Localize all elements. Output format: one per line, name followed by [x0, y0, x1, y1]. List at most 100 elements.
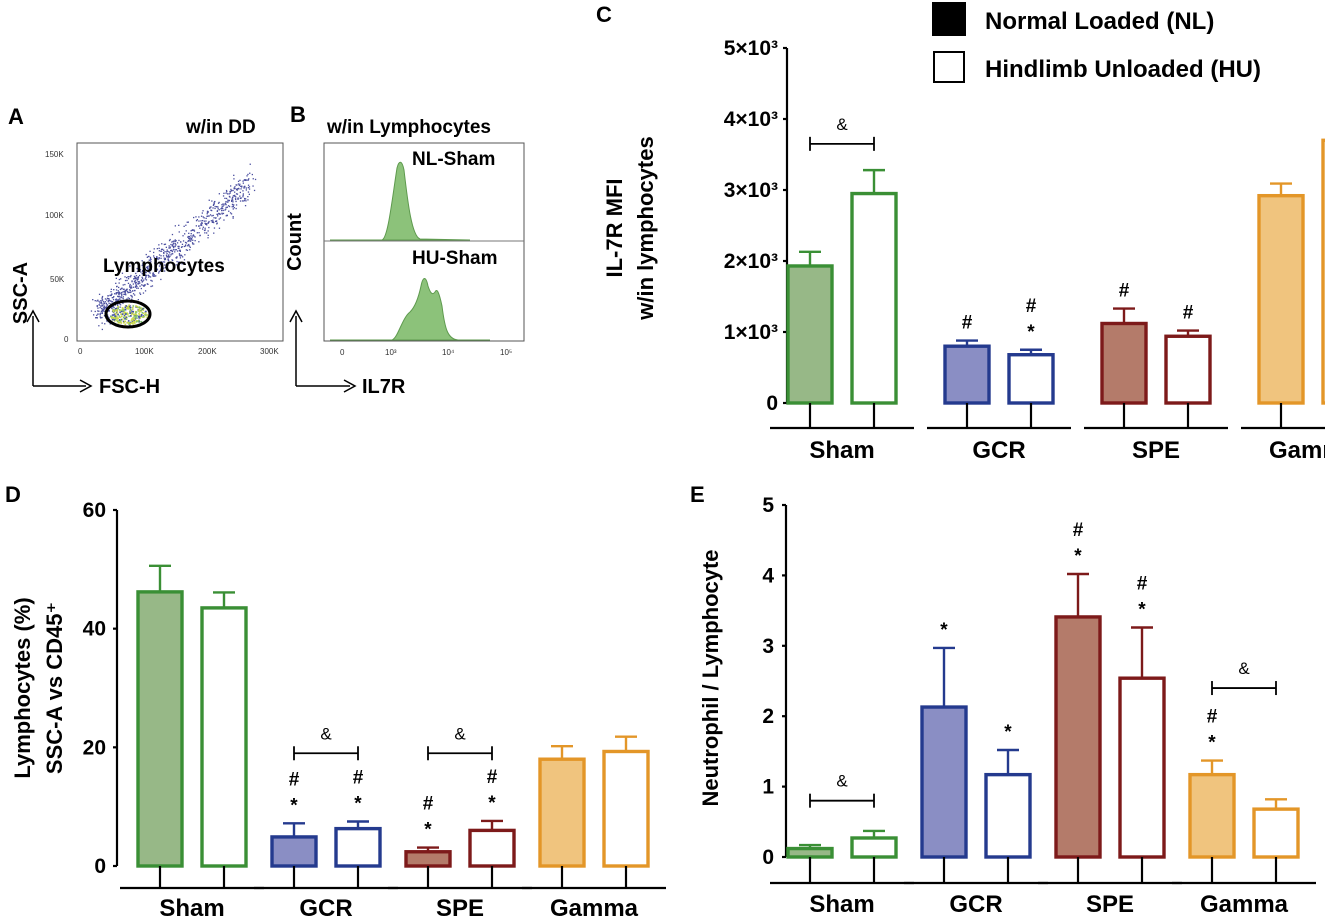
- scatter-dot-gated: [138, 315, 140, 318]
- scatter-dot: [141, 277, 144, 280]
- scatter-dot: [162, 255, 165, 257]
- scatter-dot: [149, 265, 152, 267]
- y-tick-label: 2: [762, 705, 774, 728]
- scatter-dot: [192, 239, 194, 241]
- scatter-dot: [163, 259, 166, 261]
- scatter-dot: [139, 274, 141, 277]
- scatter-dot: [166, 251, 168, 253]
- scatter-dot: [112, 306, 114, 308]
- group-label-gcr: GCR: [972, 437, 1025, 464]
- scatter-dot: [233, 207, 235, 209]
- panel-a-plot-frame: [76, 142, 284, 342]
- scatter-dot: [224, 197, 226, 199]
- scatter-dot: [244, 179, 246, 181]
- scatter-dot: [101, 304, 103, 306]
- scatter-dot-gated: [135, 306, 137, 308]
- scatter-dot: [206, 224, 208, 226]
- scatter-dot: [108, 298, 110, 300]
- scatter-dot: [159, 269, 161, 272]
- scatter-dot: [133, 275, 136, 278]
- scatter-dot: [122, 291, 124, 293]
- scatter-dot-gated: [141, 312, 144, 314]
- scatter-dot: [173, 242, 175, 244]
- scatter-dot: [223, 204, 225, 206]
- significance-mark: *: [1208, 733, 1216, 754]
- scatter-dot: [167, 259, 170, 262]
- scatter-dot: [216, 220, 218, 222]
- scatter-dot: [241, 200, 244, 202]
- scatter-dot: [225, 206, 227, 209]
- bracket-symbol: &: [836, 772, 848, 791]
- scatter-dot-gated: [118, 321, 121, 324]
- scatter-dot-gated: [127, 322, 129, 324]
- scatter-dot: [163, 261, 166, 263]
- scatter-dot-gated: [134, 313, 136, 316]
- scatter-dot: [182, 256, 184, 258]
- scatter-dot: [140, 271, 142, 273]
- y-tick-label: 3×10³: [724, 179, 778, 202]
- scatter-dot: [215, 220, 217, 222]
- scatter-dot-gated: [130, 322, 133, 324]
- scatter-dot: [143, 285, 145, 287]
- scatter-dot: [186, 249, 189, 251]
- scatter-dot: [185, 249, 187, 251]
- scatter-dot: [188, 235, 190, 238]
- scatter-dot: [108, 299, 110, 301]
- scatter-dot: [233, 187, 235, 189]
- scatter-dot: [198, 232, 200, 234]
- scatter-dot: [207, 237, 209, 239]
- scatter-dot: [194, 240, 196, 242]
- y-tick-label: 3: [762, 635, 774, 658]
- legend-label-nl: Normal Loaded (NL): [985, 8, 1214, 35]
- scatter-dot: [155, 268, 157, 270]
- scatter-dot: [233, 188, 235, 190]
- panel-b-xtick-1e5: 10⁵: [500, 348, 512, 357]
- scatter-dot: [161, 266, 163, 269]
- scatter-dot: [237, 183, 240, 185]
- scatter-dot: [145, 262, 147, 264]
- scatter-dot: [96, 305, 98, 307]
- scatter-dot: [230, 185, 232, 187]
- scatter-dot: [235, 200, 237, 203]
- scatter-dot-gated: [131, 311, 134, 314]
- scatter-dot: [122, 288, 124, 290]
- scatter-dot: [191, 237, 193, 240]
- scatter-dot: [235, 198, 237, 201]
- legend-label-hu: Hindlimb Unloaded (HU): [985, 56, 1261, 83]
- scatter-dot: [241, 186, 243, 188]
- bar-sham-hu: [850, 191, 898, 405]
- scatter-dot: [145, 253, 147, 256]
- scatter-dot: [107, 295, 109, 297]
- scatter-dot: [167, 250, 169, 252]
- scatter-dot: [184, 245, 187, 247]
- scatter-dot: [234, 194, 236, 197]
- panel-a-gate-title: w/in DD: [185, 117, 256, 138]
- scatter-dot-gated: [135, 315, 138, 317]
- bar-gcr-nl: [920, 705, 968, 859]
- scatter-dot-gated: [129, 308, 131, 310]
- significance-mark: #: [1207, 707, 1218, 728]
- scatter-dot: [234, 195, 236, 197]
- scatter-dot: [219, 217, 222, 219]
- scatter-dot: [143, 270, 145, 272]
- scatter-dot: [114, 293, 116, 295]
- scatter-dot: [158, 257, 160, 260]
- scatter-dot-gated: [131, 308, 134, 311]
- scatter-dot: [191, 242, 194, 244]
- scatter-dot: [124, 292, 126, 294]
- scatter-dot: [147, 255, 149, 258]
- scatter-dot: [146, 283, 148, 285]
- scatter-dot: [160, 278, 162, 281]
- scatter-dot: [171, 241, 173, 243]
- scatter-dot: [131, 280, 133, 282]
- scatter-dot: [235, 196, 237, 198]
- scatter-dot: [190, 239, 192, 241]
- scatter-dot: [231, 206, 233, 208]
- scatter-dot: [190, 230, 192, 232]
- scatter-dot: [207, 230, 209, 232]
- scatter-dot: [236, 189, 238, 191]
- scatter-dot: [121, 294, 123, 296]
- scatter-dot-gated: [116, 320, 119, 323]
- scatter-dot: [196, 219, 198, 221]
- scatter-dot: [133, 289, 136, 292]
